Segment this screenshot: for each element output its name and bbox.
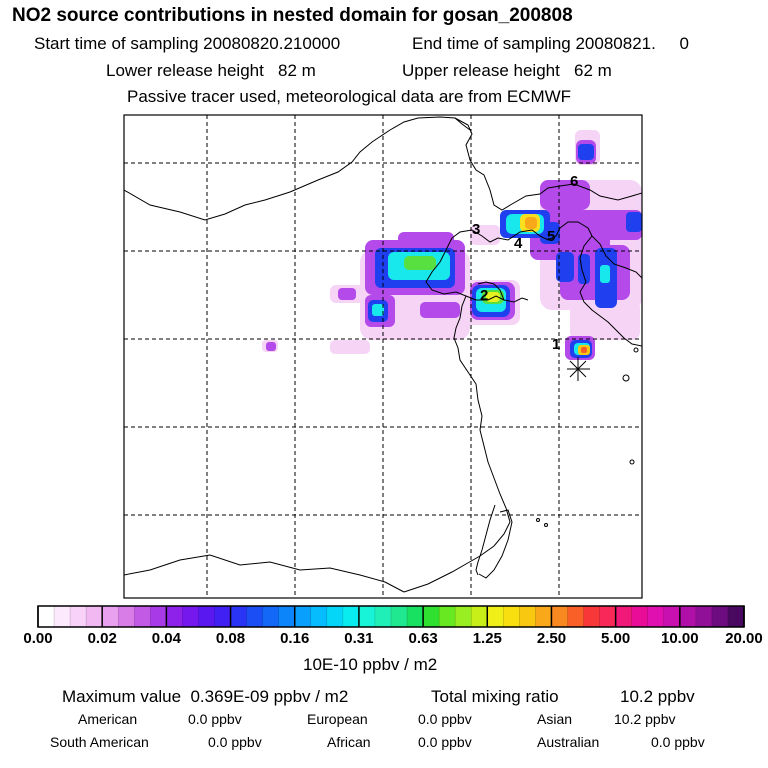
colorbar-tick-label: 20.00 [725, 630, 763, 647]
colorbar-tick-label: 5.00 [601, 630, 631, 647]
colorbar-swatch [214, 606, 232, 627]
colorbar-swatch [70, 606, 87, 627]
colorbar-swatch [342, 606, 360, 627]
european-label: European [307, 711, 368, 727]
source-label-1: 1 [552, 336, 560, 353]
colorbar-swatch [615, 606, 633, 627]
colorbar-swatch [487, 606, 504, 627]
colorbar-unit: 10E-10 ppbv / m2 [303, 655, 438, 674]
american-label: American [78, 711, 138, 727]
african-label: African [327, 734, 371, 750]
colorbar-swatch [423, 606, 440, 627]
african-value: 0.0 ppbv [418, 734, 472, 750]
source-label-5: 5 [547, 228, 555, 245]
source-label-4: 4 [514, 235, 523, 252]
source-label-2: 2 [480, 287, 488, 304]
colorbar-swatch [38, 606, 55, 627]
coastlines [124, 116, 642, 593]
colorbar-swatch [374, 606, 392, 627]
colorbar-major-ticks [37, 606, 745, 627]
colorbar-swatch [439, 606, 456, 627]
colorbar-swatch [86, 606, 103, 627]
colorbar-swatch [711, 606, 729, 627]
colorbar-swatch [326, 606, 344, 627]
colorbar-swatch [310, 606, 328, 627]
colorbar-swatch [551, 606, 569, 627]
colorbar-swatch [407, 606, 424, 627]
colorbar-swatch [679, 606, 697, 627]
total-mixing-ratio-label: Total mixing ratio [431, 687, 559, 706]
colorbar-swatch [246, 606, 264, 627]
colorbar-tick-label: 0.04 [151, 630, 181, 647]
map-frame [123, 114, 643, 599]
colorbar-swatch [166, 606, 184, 627]
colorbar-swatch [471, 606, 488, 627]
asian-label: Asian [537, 711, 573, 727]
map-domain: 1 2 3 4 5 6 [124, 115, 642, 598]
colorbar-tick-label: 10.00 [661, 630, 699, 647]
south-american-value: 0.0 ppbv [208, 734, 262, 750]
maximum-value: Maximum value 0.369E-09 ppbv / m2 [62, 687, 349, 706]
colorbar-swatch [519, 606, 537, 627]
colorbar-swatch [503, 606, 520, 627]
plot-title: NO2 source contributions in nested domai… [12, 5, 573, 26]
colorbar-swatch [695, 606, 713, 627]
colorbar-swatch [54, 606, 71, 627]
colorbar-tick-label: 1.25 [472, 630, 502, 647]
tracer-note: Passive tracer used, meteorological data… [127, 87, 572, 106]
colorbar-tick-label: 0.31 [344, 630, 374, 647]
colorbar-tick-label: 0.16 [280, 630, 310, 647]
colorbar-swatch [230, 606, 248, 627]
colorbar-swatch [567, 606, 585, 627]
colorbar-swatch [118, 606, 135, 627]
colorbar-tick-label: 0.08 [215, 630, 246, 647]
colorbar [38, 606, 745, 627]
source-label-6: 6 [570, 173, 578, 190]
upper-release-height: Upper release height 62 m [402, 61, 612, 80]
colorbar-swatch [182, 606, 200, 627]
colorbar-swatch [455, 606, 472, 627]
colorbar-swatch [727, 606, 745, 627]
colorbar-swatch [134, 606, 151, 627]
colorbar-swatch [150, 606, 167, 627]
colorbar-swatch [294, 606, 312, 627]
lat-lon-grid [124, 115, 642, 598]
source-label-3: 3 [472, 221, 480, 238]
colorbar-swatch [583, 606, 601, 627]
colorbar-swatch [358, 606, 376, 627]
asian-value: 10.2 ppbv [614, 711, 676, 727]
colorbar-swatch [663, 606, 681, 627]
european-value: 0.0 ppbv [418, 711, 472, 727]
colorbar-tick-label: 0.63 [408, 630, 438, 647]
colorbar-swatch [647, 606, 665, 627]
colorbar-swatch [391, 606, 408, 627]
source-labels: 1 2 3 4 5 6 [472, 173, 578, 353]
colorbar-swatch [198, 606, 216, 627]
colorbar-swatch [631, 606, 649, 627]
colorbar-swatch [262, 606, 280, 627]
colorbar-swatch [278, 606, 296, 627]
total-mixing-ratio-value: 10.2 ppbv [620, 687, 695, 706]
australian-label: Australian [537, 734, 600, 750]
start-time-label: Start time of sampling 20080820.210000 [34, 34, 341, 53]
american-value: 0.0 ppbv [188, 711, 242, 727]
lower-release-height: Lower release height 82 m [106, 61, 316, 80]
south-american-label: South American [50, 734, 149, 750]
colorbar-tick-label: 0.00 [23, 630, 53, 647]
colorbar-swatch [599, 606, 617, 627]
colorbar-tick-label: 2.50 [536, 630, 567, 647]
australian-value: 0.0 ppbv [651, 734, 705, 750]
colorbar-tick-label: 0.02 [87, 630, 117, 647]
end-time-label: End time of sampling 20080821. 0 [412, 34, 689, 53]
colorbar-swatch [102, 606, 119, 627]
receptor-marker [567, 357, 590, 381]
colorbar-swatch [535, 606, 553, 627]
